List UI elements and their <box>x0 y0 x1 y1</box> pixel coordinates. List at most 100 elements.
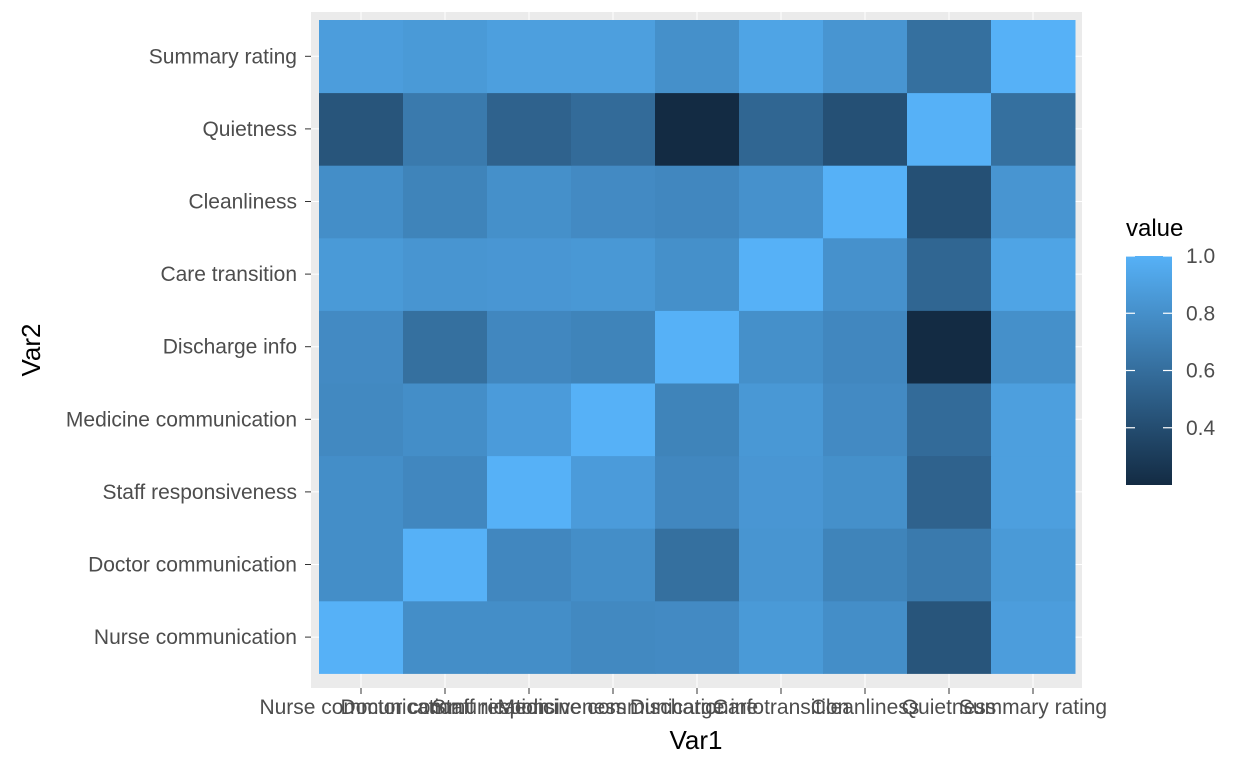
heatmap-cell <box>319 310 404 384</box>
y-tick-label: Summary rating <box>149 45 297 68</box>
legend-ticks: 0.4 0.6 0.8 1.0 <box>1126 245 1216 440</box>
heatmap-cell <box>655 92 740 166</box>
heatmap-cell <box>655 310 740 384</box>
heatmap-cell <box>823 383 908 457</box>
heatmap-cell <box>571 165 656 239</box>
heatmap-cell <box>823 600 908 674</box>
x-tick-label: Cleanliness <box>811 696 920 719</box>
heatmap-cell <box>571 310 656 384</box>
legend-label: 0.6 <box>1186 360 1215 383</box>
heatmap-cell <box>991 528 1076 602</box>
heatmap-cell <box>739 92 824 166</box>
heatmap-cell <box>823 310 908 384</box>
heatmap-cell <box>907 92 992 166</box>
heatmap-cell <box>403 20 488 94</box>
heatmap-cell <box>319 92 404 166</box>
heatmap-cell <box>571 20 656 94</box>
heatmap-cell <box>487 20 572 94</box>
heatmap-cell <box>487 455 572 529</box>
x-axis-title: Var1 <box>670 725 723 755</box>
heatmap-cell <box>991 20 1076 94</box>
heatmap-cell <box>823 92 908 166</box>
legend: value 0.4 0.6 0.8 1.0 <box>1126 215 1216 485</box>
heatmap-cell <box>823 20 908 94</box>
heatmap-cell <box>991 165 1076 239</box>
heatmap-cell <box>823 455 908 529</box>
x-tick-label: Doctor communication <box>341 696 550 719</box>
heatmap-cell <box>487 92 572 166</box>
heatmap-cell <box>319 455 404 529</box>
heatmap-cell <box>907 237 992 311</box>
heatmap-cell <box>739 383 824 457</box>
legend-label: 1.0 <box>1186 245 1215 268</box>
heatmap-cell <box>991 92 1076 166</box>
heatmap-cell <box>823 165 908 239</box>
x-tick-label: Quietness <box>902 696 997 719</box>
heatmap-cell <box>403 92 488 166</box>
heatmap-cell <box>403 383 488 457</box>
y-tick-label: Cleanliness <box>188 191 297 214</box>
y-tick-label: Nurse communication <box>94 626 297 649</box>
heatmap-cell <box>487 165 572 239</box>
heatmap-cell <box>571 455 656 529</box>
legend-label: 0.8 <box>1186 302 1215 325</box>
heatmap-cell <box>487 383 572 457</box>
y-tick-label: Discharge info <box>163 336 297 359</box>
heatmap-cell <box>319 600 404 674</box>
heatmap-cell <box>571 237 656 311</box>
heatmap-cell <box>571 92 656 166</box>
heatmap-cell <box>739 20 824 94</box>
heatmap-cell <box>655 165 740 239</box>
heatmap-cell <box>571 383 656 457</box>
heatmap-cell <box>991 600 1076 674</box>
x-tick-label: Nurse communication <box>259 696 462 719</box>
heatmap-cell <box>487 600 572 674</box>
x-tick-label: Discharge info <box>630 696 764 719</box>
y-tick-label: Staff responsiveness <box>102 481 297 504</box>
heatmap-cell <box>319 383 404 457</box>
heatmap-cell <box>739 455 824 529</box>
heatmap-cell <box>403 165 488 239</box>
y-tick-label: Quietness <box>202 118 297 141</box>
heatmap-cell <box>655 20 740 94</box>
heatmap-cell <box>403 528 488 602</box>
heatmap-cell <box>907 383 992 457</box>
heatmap-cell <box>991 455 1076 529</box>
heatmap-cell <box>907 20 992 94</box>
heatmap-cell <box>739 310 824 384</box>
heatmap-cell <box>655 600 740 674</box>
y-tick-label: Doctor communication <box>88 554 297 577</box>
heatmap-cell <box>907 310 992 384</box>
heatmap-cell <box>319 165 404 239</box>
heatmap-cell <box>655 528 740 602</box>
legend-label: 0.4 <box>1186 417 1216 440</box>
x-tick-label: Staff responsiveness <box>432 696 627 719</box>
heatmap-cell <box>823 528 908 602</box>
heatmap-cell <box>823 237 908 311</box>
heatmap-cell <box>907 165 992 239</box>
heatmap-cell <box>991 383 1076 457</box>
heatmap-cell <box>571 528 656 602</box>
heatmap-cell <box>655 455 740 529</box>
heatmap-cell <box>739 600 824 674</box>
heatmap-cell <box>403 237 488 311</box>
y-tick-label: Care transition <box>160 263 297 286</box>
legend-title: value <box>1126 215 1183 242</box>
heatmap-cell <box>739 165 824 239</box>
heatmap-cell <box>739 237 824 311</box>
x-tick-label: Summary rating <box>959 696 1107 719</box>
heatmap-cell <box>487 237 572 311</box>
heatmap-cell <box>991 310 1076 384</box>
heatmap-cell <box>907 600 992 674</box>
heatmap-cell <box>739 528 824 602</box>
heatmap-cell <box>571 600 656 674</box>
y-axis: Nurse communication Doctor communication S… <box>66 45 311 649</box>
y-tick-label: Medicine communication <box>66 408 297 431</box>
heatmap-cell <box>487 310 572 384</box>
x-tick-label: Medicine communication <box>497 696 728 719</box>
heatmap-cell <box>907 528 992 602</box>
heatmap-cell <box>319 528 404 602</box>
heatmap-cell <box>991 237 1076 311</box>
heatmap-cell <box>655 237 740 311</box>
